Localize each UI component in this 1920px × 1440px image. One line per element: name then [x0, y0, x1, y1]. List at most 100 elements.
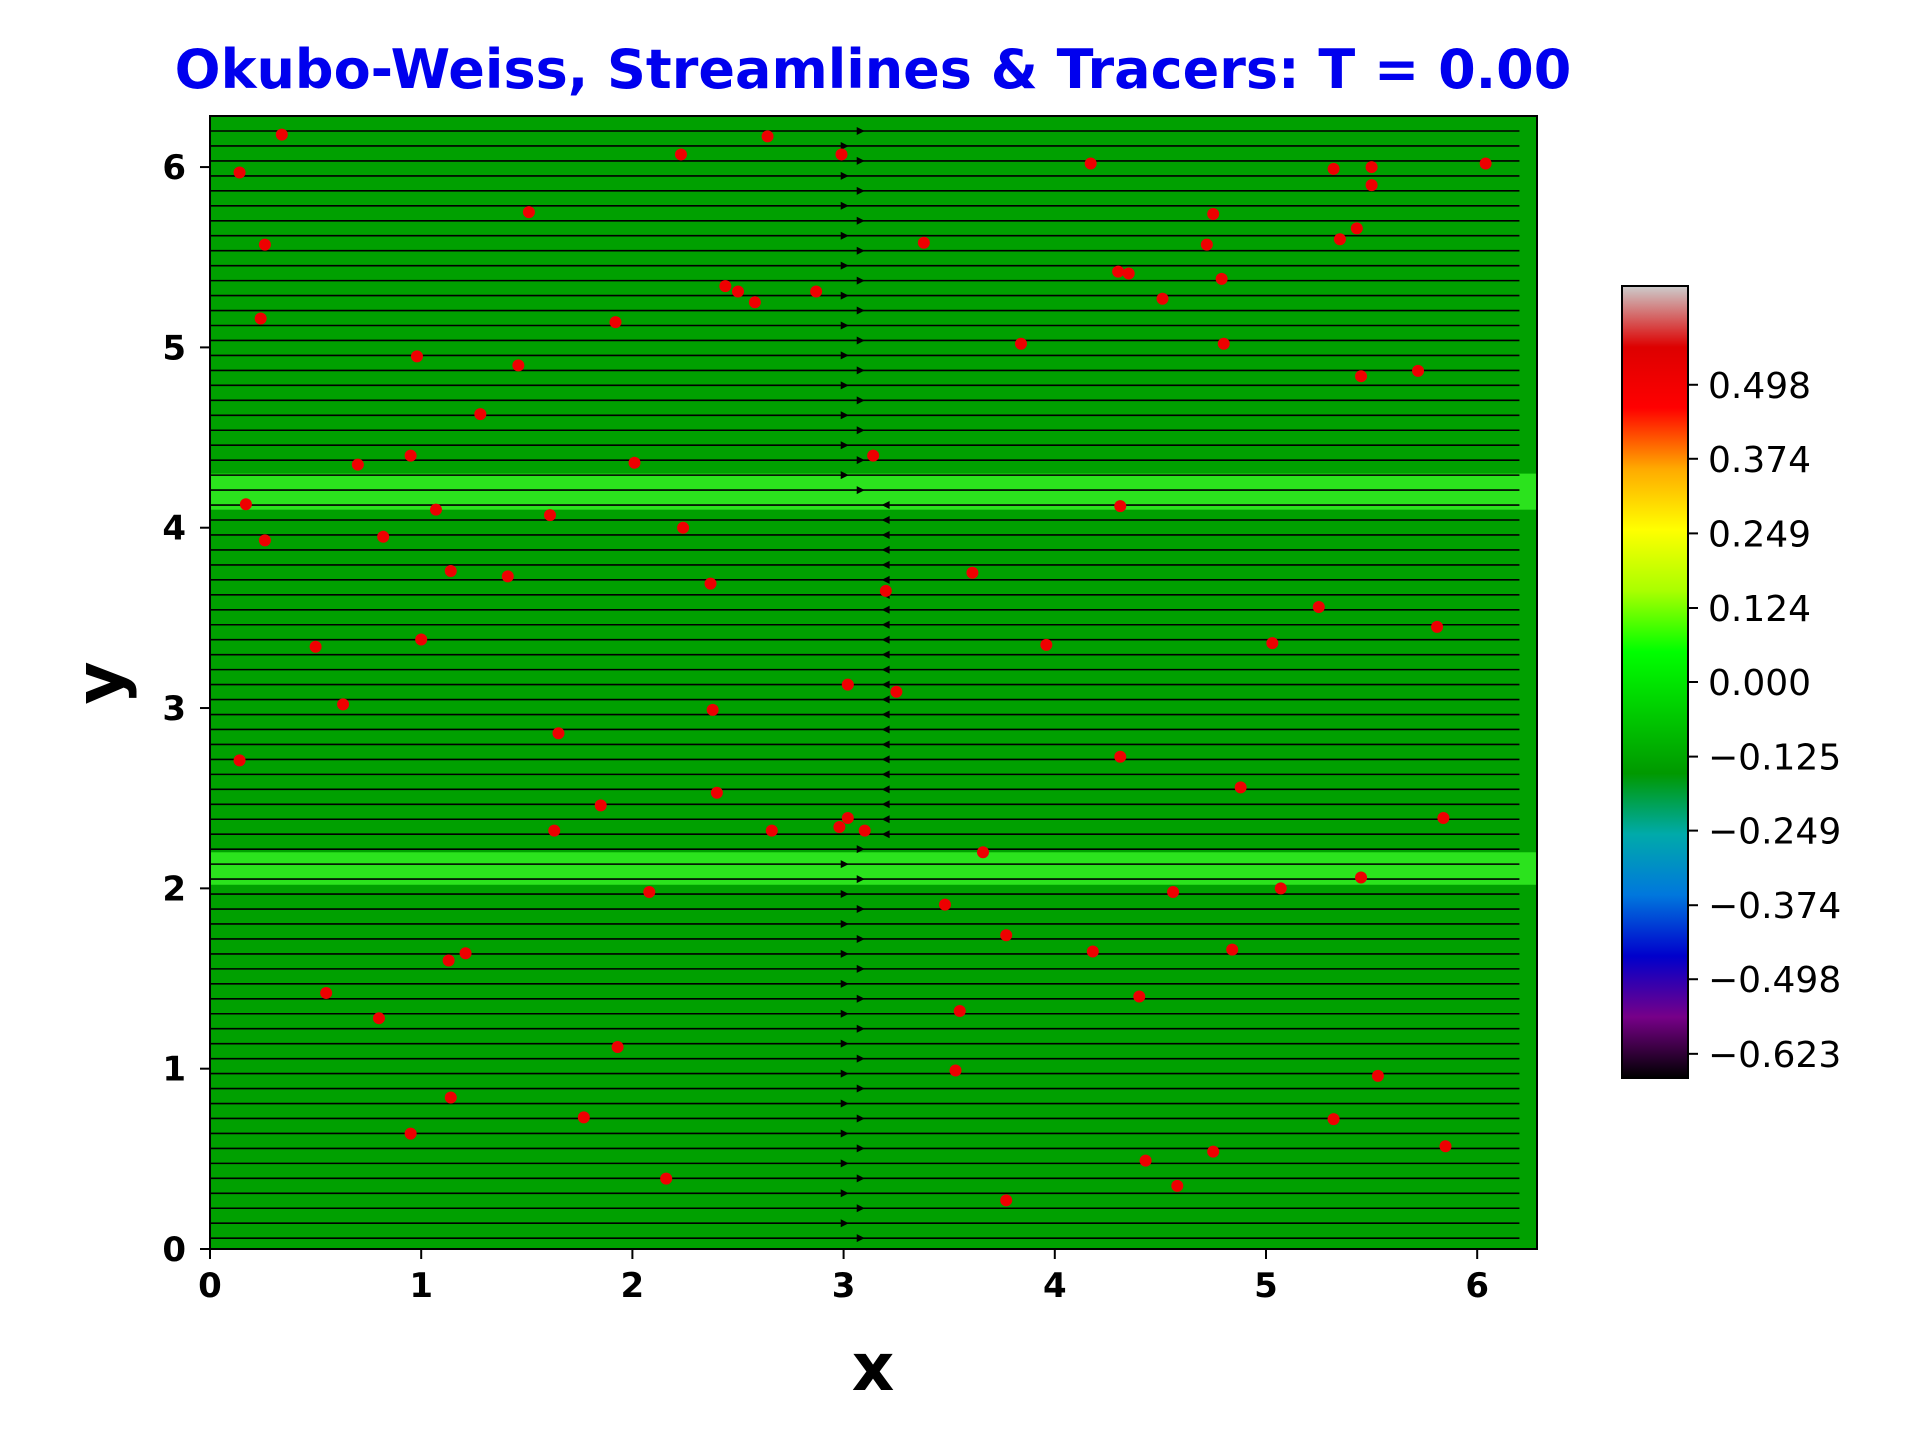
colorbar: 0.498 0.374 0.249 0.124 0.000 −0.125 −0.249 −0.…: [1621, 285, 1841, 1079]
tracer-point: [1215, 272, 1228, 285]
tracer-point: [544, 509, 557, 522]
tracer-point: [706, 703, 719, 716]
x-tick-label: 0: [198, 1266, 222, 1306]
y-tick-label: 1: [162, 1050, 186, 1090]
tracer-point: [833, 821, 846, 834]
streamline-arrow: [840, 1189, 849, 1198]
tracer-point: [309, 640, 322, 653]
tracer-point: [1122, 267, 1135, 280]
streamline-arrow: [840, 141, 849, 150]
tracer-point: [1365, 179, 1378, 192]
tracer-point: [1350, 222, 1363, 235]
tracers: [233, 128, 1492, 1207]
y-tick-label: 6: [162, 148, 186, 188]
streamline-arrow: [856, 156, 865, 165]
colorbar-tick-label: 0.374: [1708, 440, 1811, 481]
tracer-point: [258, 238, 271, 251]
streamline-arrow: [856, 456, 865, 465]
tracer-point: [966, 566, 979, 579]
streamline-arrow: [856, 276, 865, 285]
streamline-arrow: [881, 516, 890, 525]
streamline-arrow: [856, 1144, 865, 1153]
x-tick-label: 1: [409, 1266, 433, 1306]
streamline-arrow: [840, 1129, 849, 1138]
streamline-arrow: [840, 381, 849, 390]
okubo-weiss-field: [210, 116, 1537, 1249]
y-tick-label: 5: [162, 328, 186, 368]
tracer-point: [233, 166, 246, 179]
streamline-arrow: [856, 845, 865, 854]
streamline-arrow: [840, 1219, 849, 1228]
streamline-arrow: [840, 291, 849, 300]
tracer-point: [1437, 812, 1450, 825]
streamline-arrow: [856, 1084, 865, 1093]
tracer-point: [748, 296, 761, 309]
tracer-point: [1000, 1194, 1013, 1207]
streamline-arrow: [856, 1174, 865, 1183]
colorbar-tick-label: 0.249: [1708, 514, 1811, 555]
colorbar-tick-label: 0.498: [1708, 366, 1811, 407]
streamline-arrow: [881, 680, 890, 689]
okubo-weiss-band: [210, 473, 1537, 510]
tracer-point: [1266, 637, 1279, 650]
colorbar-gradient: [1622, 286, 1688, 1078]
streamline-arrow: [881, 620, 890, 629]
tracer-point: [239, 498, 252, 511]
streamline-arrow: [840, 411, 849, 420]
tracer-point: [1327, 1113, 1340, 1126]
tracer-point: [552, 727, 565, 740]
tracer-point: [474, 408, 487, 421]
streamline-arrow: [856, 127, 865, 136]
streamline-arrow: [856, 905, 865, 914]
tracer-point: [858, 824, 871, 837]
streamline-arrow: [881, 530, 890, 539]
streamline-arrow: [840, 1039, 849, 1048]
plot-area: [209, 115, 1538, 1250]
streamline-arrow: [856, 964, 865, 973]
tracer-point: [254, 312, 267, 325]
tracer-point: [731, 285, 744, 298]
tracer-point: [1412, 364, 1425, 377]
tracer-point: [377, 530, 390, 543]
streamline-arrow: [840, 351, 849, 360]
tracer-point: [1167, 885, 1180, 898]
streamline-arrow: [856, 934, 865, 943]
tracer-point: [761, 130, 774, 143]
chart-title: Okubo-Weiss, Streamlines & Tracers: T = …: [175, 38, 1572, 101]
tracer-point: [1040, 638, 1053, 651]
streamline-arrow: [840, 860, 849, 869]
tracer-point: [765, 824, 778, 837]
tracer-point: [835, 148, 848, 161]
y-tick-label: 2: [162, 869, 186, 909]
x-axis: 0 1 2 3 4 5 6: [198, 1249, 1489, 1306]
tracer-point: [710, 786, 723, 799]
plot-frame: [209, 115, 1538, 1250]
streamline-arrow: [840, 890, 849, 899]
streamline-arrow: [881, 725, 890, 734]
tracer-point: [501, 570, 514, 583]
tracer-point: [611, 1041, 624, 1054]
streamline-arrow: [856, 994, 865, 1003]
tracer-point: [1355, 370, 1368, 383]
streamlines: [210, 127, 1520, 1243]
tracer-point: [1086, 945, 1099, 958]
tracer-point: [867, 449, 880, 462]
colorbar-tick-label: 0.124: [1708, 589, 1811, 630]
tracer-point: [1000, 929, 1013, 942]
tracer-point: [810, 285, 823, 298]
streamline-arrow: [856, 186, 865, 195]
streamline-arrow: [856, 366, 865, 375]
tracer-point: [1439, 1140, 1452, 1153]
streamline-arrow: [840, 919, 849, 928]
tracer-point: [404, 449, 417, 462]
tracer-point: [429, 503, 442, 516]
tracer-point: [337, 698, 350, 711]
streamline-arrow: [856, 1114, 865, 1123]
streamline-arrow: [881, 785, 890, 794]
y-tick-label: 0: [162, 1230, 186, 1270]
tracer-point: [938, 898, 951, 911]
tracer-point: [404, 1127, 417, 1140]
x-axis-label: x: [852, 1329, 895, 1406]
tracer-point: [953, 1004, 966, 1017]
